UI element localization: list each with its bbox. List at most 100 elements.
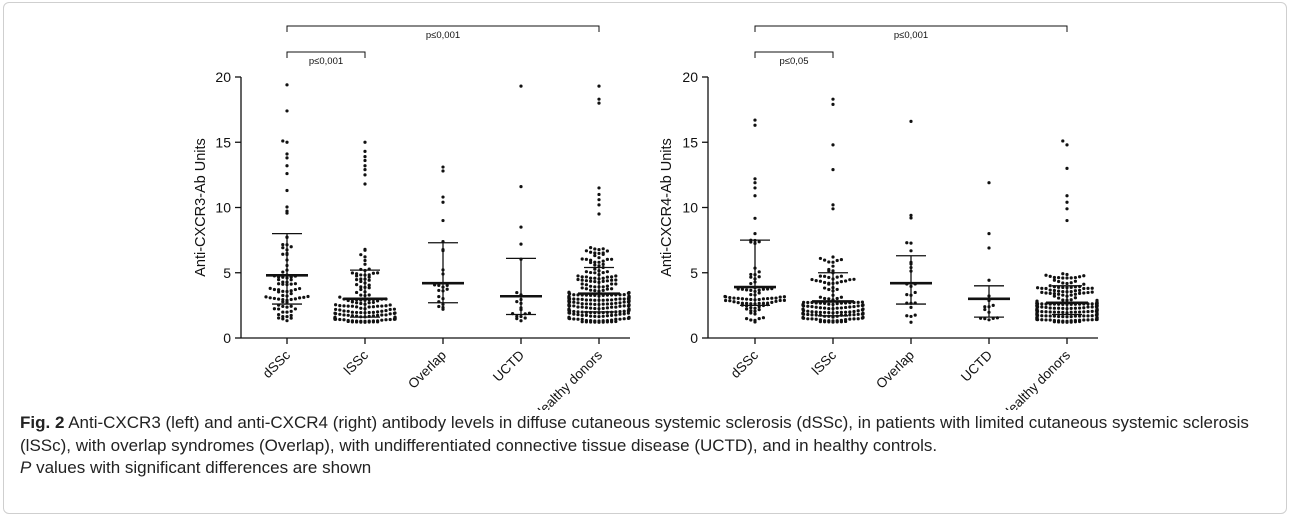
data-point bbox=[736, 301, 740, 305]
data-point bbox=[610, 318, 614, 322]
data-point bbox=[338, 308, 342, 312]
data-point bbox=[601, 271, 605, 275]
data-point bbox=[814, 305, 818, 309]
data-point bbox=[576, 301, 580, 305]
data-point bbox=[740, 287, 745, 291]
data-point bbox=[1078, 288, 1082, 292]
data-point bbox=[1090, 318, 1094, 322]
data-point bbox=[983, 305, 987, 309]
data-point bbox=[610, 275, 614, 279]
data-point bbox=[1044, 305, 1048, 309]
data-point bbox=[519, 225, 523, 229]
data-point bbox=[806, 312, 810, 317]
significance-label: p≤0,001 bbox=[426, 30, 460, 41]
data-point bbox=[589, 302, 593, 306]
data-point bbox=[835, 287, 839, 292]
data-point bbox=[618, 312, 622, 316]
significance-bracket bbox=[754, 51, 834, 58]
data-point bbox=[1040, 290, 1044, 294]
data-point bbox=[848, 317, 852, 321]
data-point bbox=[597, 256, 601, 260]
data-point bbox=[567, 290, 571, 294]
data-point bbox=[749, 288, 753, 292]
data-point bbox=[1061, 139, 1065, 143]
data-point bbox=[567, 307, 571, 311]
data-point bbox=[827, 281, 831, 285]
data-point bbox=[909, 249, 913, 253]
data-point bbox=[601, 279, 605, 284]
data-point bbox=[987, 278, 991, 282]
data-point bbox=[597, 264, 601, 268]
data-point bbox=[905, 241, 909, 245]
significance-label: p≤0,05 bbox=[780, 56, 809, 67]
data-point bbox=[831, 255, 835, 259]
data-point bbox=[597, 314, 601, 319]
data-point bbox=[334, 303, 338, 307]
data-point bbox=[610, 305, 614, 309]
data-point bbox=[1078, 318, 1082, 322]
data-point bbox=[856, 309, 860, 313]
data-point bbox=[810, 305, 814, 309]
data-point bbox=[835, 319, 839, 323]
data-point bbox=[281, 280, 285, 284]
data-point bbox=[818, 306, 823, 310]
data-point bbox=[572, 309, 576, 314]
data-point bbox=[1057, 296, 1061, 300]
data-point bbox=[359, 273, 363, 277]
data-point bbox=[1065, 272, 1069, 277]
data-point bbox=[761, 316, 766, 320]
x-tick-label-overlap: Overlap bbox=[405, 348, 449, 392]
y-tick-label-5: 5 bbox=[690, 265, 698, 281]
data-point bbox=[572, 317, 576, 321]
data-point bbox=[605, 270, 610, 274]
x-tick-label-lssc: lSSc bbox=[341, 347, 371, 377]
data-point bbox=[818, 256, 823, 261]
data-point bbox=[1073, 306, 1077, 310]
data-point bbox=[601, 251, 605, 255]
data-point bbox=[376, 304, 380, 308]
data-point bbox=[289, 292, 293, 296]
data-point bbox=[1057, 319, 1061, 323]
data-point bbox=[605, 249, 610, 253]
data-point bbox=[860, 300, 865, 304]
data-point bbox=[614, 278, 618, 282]
data-point bbox=[380, 313, 384, 317]
data-point bbox=[1065, 143, 1069, 147]
data-point bbox=[1057, 275, 1061, 280]
data-point bbox=[749, 311, 753, 315]
data-point bbox=[753, 123, 757, 127]
data-point bbox=[285, 319, 289, 323]
data-point bbox=[589, 306, 593, 310]
y-tick-label-5: 5 bbox=[223, 265, 231, 281]
data-point bbox=[1069, 314, 1073, 319]
data-point bbox=[627, 307, 631, 311]
data-point bbox=[753, 194, 757, 198]
data-point bbox=[753, 118, 757, 122]
data-point bbox=[1090, 302, 1094, 306]
data-point bbox=[346, 318, 350, 323]
data-point bbox=[1061, 293, 1065, 297]
data-point bbox=[1044, 310, 1048, 314]
x-tick-label-uctd: UCTD bbox=[490, 347, 527, 384]
data-point bbox=[597, 248, 601, 252]
data-point bbox=[618, 304, 622, 308]
data-point bbox=[753, 186, 757, 190]
data-point bbox=[363, 258, 367, 263]
data-point bbox=[605, 314, 610, 318]
data-point bbox=[757, 288, 761, 292]
data-point bbox=[1065, 194, 1069, 198]
data-point bbox=[1044, 286, 1048, 291]
data-point bbox=[388, 307, 392, 312]
data-point bbox=[1061, 290, 1065, 294]
data-point bbox=[757, 270, 761, 274]
data-point bbox=[515, 314, 519, 319]
data-point bbox=[359, 319, 363, 323]
data-point bbox=[818, 310, 823, 314]
data-point bbox=[268, 296, 272, 300]
data-point bbox=[757, 301, 761, 305]
data-point bbox=[1082, 314, 1086, 318]
data-point bbox=[839, 257, 844, 262]
data-point bbox=[749, 272, 753, 277]
data-point bbox=[1065, 319, 1069, 323]
data-point bbox=[614, 313, 618, 317]
